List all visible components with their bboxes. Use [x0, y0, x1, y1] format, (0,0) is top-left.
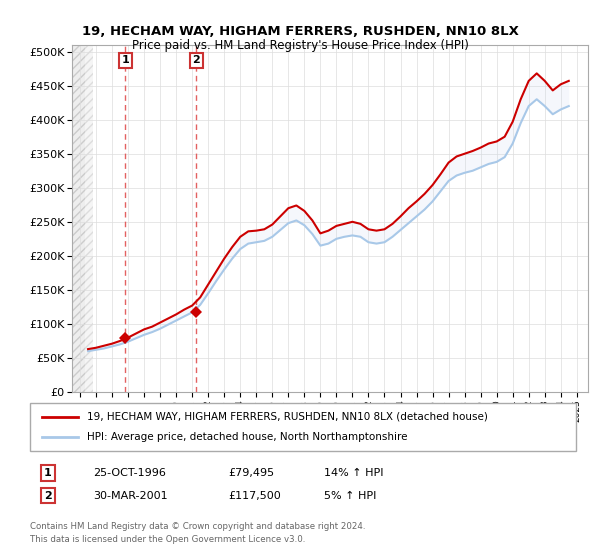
Text: 19, HECHAM WAY, HIGHAM FERRERS, RUSHDEN, NN10 8LX: 19, HECHAM WAY, HIGHAM FERRERS, RUSHDEN,… — [82, 25, 518, 38]
Text: 2: 2 — [193, 55, 200, 66]
Text: 1: 1 — [121, 55, 129, 66]
Bar — [85, 45, 93, 392]
Bar — [72, 45, 85, 392]
Text: 25-OCT-1996: 25-OCT-1996 — [93, 468, 166, 478]
Text: HPI: Average price, detached house, North Northamptonshire: HPI: Average price, detached house, Nort… — [87, 432, 407, 442]
Text: Price paid vs. HM Land Registry's House Price Index (HPI): Price paid vs. HM Land Registry's House … — [131, 39, 469, 52]
Text: £117,500: £117,500 — [228, 491, 281, 501]
Text: 30-MAR-2001: 30-MAR-2001 — [93, 491, 167, 501]
Text: 2: 2 — [44, 491, 52, 501]
Text: 19, HECHAM WAY, HIGHAM FERRERS, RUSHDEN, NN10 8LX (detached house): 19, HECHAM WAY, HIGHAM FERRERS, RUSHDEN,… — [87, 412, 488, 422]
Text: Contains HM Land Registry data © Crown copyright and database right 2024.: Contains HM Land Registry data © Crown c… — [30, 522, 365, 531]
Text: 1: 1 — [44, 468, 52, 478]
Text: 14% ↑ HPI: 14% ↑ HPI — [324, 468, 383, 478]
Text: £79,495: £79,495 — [228, 468, 274, 478]
Text: 5% ↑ HPI: 5% ↑ HPI — [324, 491, 376, 501]
Text: This data is licensed under the Open Government Licence v3.0.: This data is licensed under the Open Gov… — [30, 535, 305, 544]
